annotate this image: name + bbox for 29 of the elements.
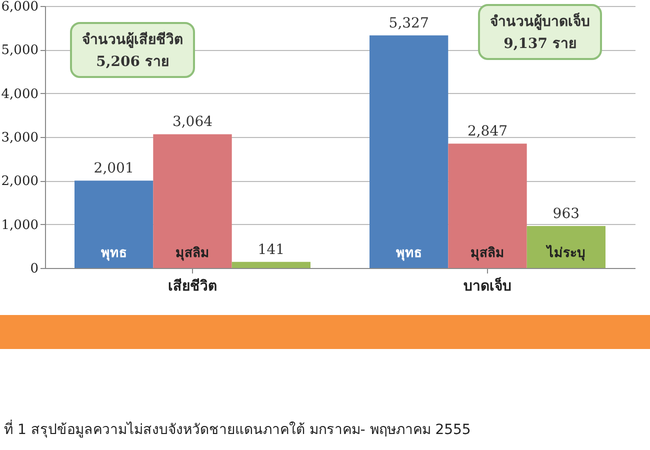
data-label: 2,001 [94,160,134,177]
data-label: 141 [258,242,285,258]
data-label: 963 [552,206,580,222]
x-tick-label: บาดเจ็บ [464,276,512,294]
text: พุทธ [396,246,422,261]
bar [526,226,606,268]
bar [232,262,310,268]
y-tick-label: 3,000 [1,130,38,146]
y-tick-label: 6,000 [1,0,38,14]
series-label: ไม่ระบุ [545,244,586,261]
bar [370,35,448,268]
data-label: 2,847 [467,124,508,140]
y-tick-label: 1,000 [1,218,38,233]
y-tick-label: 5,000 [1,43,38,58]
y-tick-label: 4,000 [1,86,38,102]
y-tick-label: 2,000 [1,174,38,190]
data-label: 3,064 [172,114,213,130]
annotation: จำนวนผู้เสียชีวิต 5,206 ราย [70,22,195,78]
x-tick-label: เสียชีวิต [168,278,217,294]
text: มุสลิม [470,246,504,261]
text: ที่ 1 สรุปข้อมูลความไม่สงบจังหวัดชายแดนภาคใต้ มกราคม- พฤษภาคม 2555 [4,418,471,440]
series-label: พุทธ [100,246,127,261]
series-label: มุสลิม [176,246,210,261]
annotation: จำนวนผู้บาดเจ็บ 9,137 ราย [478,4,602,60]
bar [448,144,527,268]
bar [74,180,154,268]
data-label: 5,327 [388,15,429,32]
y-tick-label: 0 [30,262,38,276]
bar [153,134,232,268]
